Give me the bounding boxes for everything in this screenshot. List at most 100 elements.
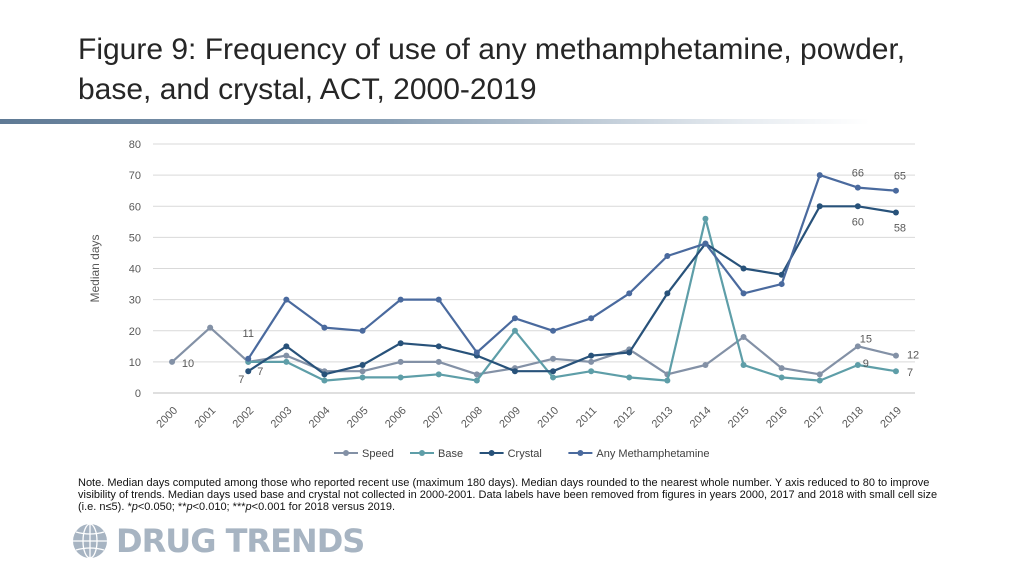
- data-point-any-methamphetamine: [321, 324, 328, 331]
- y-tick-label: 30: [129, 295, 141, 307]
- y-tick-label: 70: [129, 170, 141, 182]
- x-tick-label: 2006: [383, 405, 409, 431]
- data-point-speed: [550, 355, 557, 362]
- y-tick-label: 80: [129, 139, 141, 151]
- page-title: Figure 9: Frequency of use of any metham…: [78, 33, 906, 106]
- x-tick-label: 2014: [688, 405, 714, 431]
- data-point-crystal: [283, 343, 290, 350]
- y-axis-label: Median days: [88, 234, 102, 302]
- note-text-2: <0.050; **: [137, 501, 187, 513]
- data-point-any-methamphetamine: [473, 349, 480, 356]
- y-tick-label: 20: [129, 326, 141, 338]
- data-point-any-methamphetamine: [511, 315, 518, 322]
- x-tick-label: 2017: [802, 405, 828, 431]
- data-label: 60: [852, 216, 864, 228]
- line-chart: 0 10 20 30 40 50 60 70 80 Median days 2000 2001 2002…: [88, 139, 919, 460]
- note-text-4: <0.001 for 2018 versus 2019.: [251, 501, 396, 513]
- title-divider: [0, 119, 870, 124]
- x-tick-label: 2018: [840, 405, 866, 431]
- y-tick-label: 60: [129, 201, 141, 213]
- y-tick-label: 50: [129, 232, 141, 244]
- legend-marker: [343, 450, 349, 456]
- legend-label: Any Methamphetamine: [596, 448, 709, 460]
- data-point-any-methamphetamine: [626, 290, 633, 297]
- legend-item-base: Base: [410, 448, 463, 460]
- data-point-base: [588, 368, 595, 375]
- legend-label: Speed: [362, 448, 394, 460]
- data-point-crystal: [511, 368, 518, 375]
- data-point-base: [816, 377, 823, 384]
- data-point-any-methamphetamine: [892, 187, 899, 194]
- data-point-base: [473, 377, 480, 384]
- data-point-any-methamphetamine: [245, 355, 252, 362]
- legend-item-speed: Speed: [334, 448, 394, 460]
- x-tick-label: 2010: [535, 405, 561, 431]
- data-point-speed: [473, 371, 480, 378]
- data-point-crystal: [740, 265, 747, 272]
- data-point-any-methamphetamine: [397, 296, 404, 303]
- note-text-3: <0.010; ***: [192, 501, 246, 513]
- data-point-crystal: [854, 203, 861, 210]
- data-point-any-methamphetamine: [435, 296, 442, 303]
- data-point-crystal: [892, 209, 899, 216]
- data-point-speed: [397, 358, 404, 365]
- x-tick-label: 2009: [497, 405, 523, 431]
- data-point-any-methamphetamine: [854, 184, 861, 191]
- data-label: 7: [238, 374, 244, 386]
- data-point-base: [778, 374, 785, 381]
- legend-marker: [419, 450, 425, 456]
- y-tick-label: 40: [129, 264, 141, 276]
- data-point-crystal: [435, 343, 442, 350]
- data-point-speed: [435, 358, 442, 365]
- data-point-base: [511, 327, 518, 334]
- data-point-speed: [207, 324, 214, 331]
- x-tick-label: 2012: [612, 405, 638, 431]
- y-tick-label: 10: [129, 357, 141, 369]
- data-point-crystal: [588, 352, 595, 359]
- chart-note: Note. Median days computed among those w…: [78, 477, 958, 513]
- data-point-crystal: [816, 203, 823, 210]
- data-point-any-methamphetamine: [816, 172, 823, 179]
- note-text-1: Note. Median days computed among those w…: [78, 477, 938, 513]
- data-point-base: [892, 368, 899, 375]
- x-tick-label: 2005: [345, 405, 371, 431]
- data-label: 7: [257, 366, 263, 378]
- x-tick-label: 2002: [231, 405, 257, 431]
- data-point-speed: [359, 368, 366, 375]
- data-point-speed: [854, 343, 861, 350]
- data-point-crystal: [397, 340, 404, 347]
- series-line-speed: [171, 326, 897, 376]
- data-label: 58: [894, 222, 906, 234]
- data-point-any-methamphetamine: [550, 327, 557, 334]
- x-tick-label: 2011: [574, 405, 599, 430]
- data-point-speed: [892, 352, 899, 359]
- data-label: 15: [860, 333, 872, 345]
- data-point-any-methamphetamine: [588, 315, 595, 322]
- logo-text: DRUG TRENDS: [116, 522, 365, 560]
- x-tick-label: 2000: [154, 405, 180, 431]
- data-point-crystal: [664, 290, 671, 297]
- data-point-any-methamphetamine: [359, 327, 366, 334]
- data-point-crystal: [321, 371, 328, 378]
- data-point-speed: [169, 358, 176, 365]
- data-point-crystal: [626, 349, 633, 356]
- data-point-base: [321, 377, 328, 384]
- legend-item-crystal: Crystal: [479, 448, 542, 460]
- note-p-2: p: [186, 501, 193, 513]
- data-point-speed: [778, 365, 785, 372]
- drug-trends-logo: DRUG TRENDS: [70, 522, 365, 560]
- data-point-base: [359, 374, 366, 381]
- data-point-base: [397, 374, 404, 381]
- data-point-base: [854, 361, 861, 368]
- data-point-any-methamphetamine: [664, 253, 671, 260]
- data-label: 12: [907, 350, 919, 362]
- x-tick-label: 2007: [421, 405, 447, 431]
- y-tick-label: 0: [135, 388, 141, 400]
- data-point-base: [435, 371, 442, 378]
- legend-item-any-methamphetamine: Any Methamphetamine: [568, 448, 710, 460]
- data-point-speed: [816, 371, 823, 378]
- legend-label: Base: [438, 448, 463, 460]
- data-point-any-methamphetamine: [778, 281, 785, 288]
- x-tick-label: 2003: [269, 405, 295, 431]
- data-label: 9: [863, 358, 869, 370]
